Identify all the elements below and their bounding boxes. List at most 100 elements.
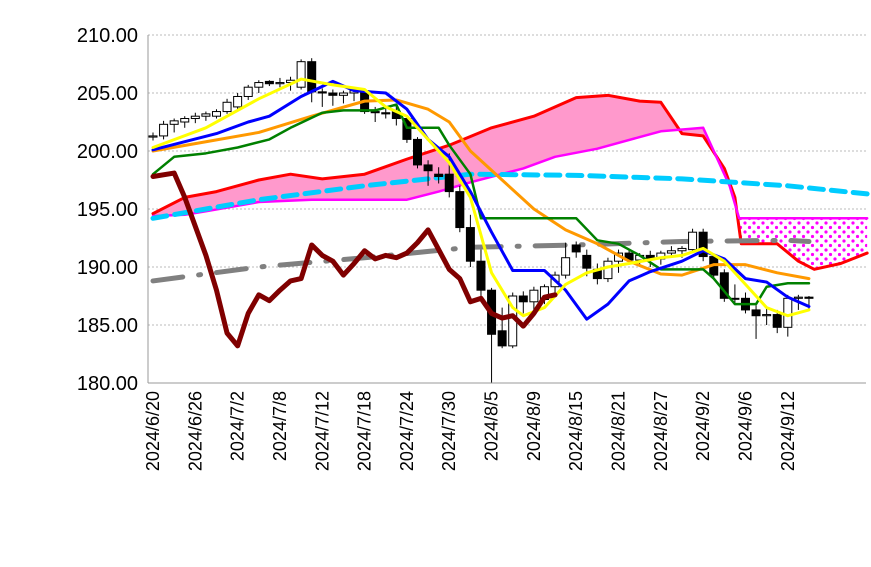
candle bbox=[381, 108, 391, 119]
y-tick-label: 190.00 bbox=[77, 257, 138, 279]
candle bbox=[413, 137, 422, 169]
y-tick-label: 185.00 bbox=[77, 315, 138, 337]
candle bbox=[169, 118, 179, 133]
tenkan-line bbox=[151, 77, 811, 318]
x-tick-label: 2024/9/2 bbox=[693, 391, 713, 461]
long-ma-line bbox=[150, 171, 870, 221]
x-tick-label: 2024/8/15 bbox=[566, 391, 586, 471]
candle-body bbox=[603, 260, 613, 280]
lines-back bbox=[150, 93, 870, 284]
candle bbox=[762, 308, 772, 325]
x-tick-label: 2024/7/8 bbox=[270, 391, 290, 461]
candle bbox=[201, 111, 211, 121]
candle-body bbox=[762, 314, 772, 317]
candle bbox=[338, 90, 348, 104]
x-tick-label: 2024/8/5 bbox=[482, 391, 502, 461]
candle bbox=[529, 286, 539, 310]
candle bbox=[190, 112, 200, 124]
candle bbox=[476, 249, 486, 296]
candle bbox=[434, 167, 444, 184]
candle bbox=[571, 241, 581, 258]
candle-body bbox=[561, 257, 571, 276]
candle bbox=[328, 89, 338, 106]
candle bbox=[772, 309, 782, 334]
candle bbox=[698, 228, 708, 262]
candle bbox=[455, 185, 465, 233]
y-tick-label: 195.00 bbox=[77, 199, 138, 221]
x-tick-label: 2024/7/24 bbox=[397, 391, 417, 471]
candle-body bbox=[688, 231, 698, 251]
x-tick-label: 2024/7/18 bbox=[355, 391, 375, 471]
candle bbox=[254, 80, 264, 93]
candle-body bbox=[159, 123, 169, 137]
candle-body bbox=[582, 254, 592, 269]
candle-body bbox=[190, 115, 200, 120]
candle-body bbox=[243, 86, 253, 97]
candle-body bbox=[772, 314, 782, 328]
x-tick-label: 2024/7/2 bbox=[228, 391, 248, 461]
candle-body bbox=[476, 260, 486, 291]
candle bbox=[518, 291, 528, 314]
candle bbox=[233, 93, 243, 111]
candle-body bbox=[254, 82, 264, 88]
candle-body bbox=[571, 244, 581, 253]
candle bbox=[211, 109, 221, 119]
candle bbox=[243, 84, 253, 100]
candle bbox=[465, 214, 475, 267]
candle-body bbox=[751, 309, 761, 317]
candle-body bbox=[666, 250, 676, 254]
candle bbox=[275, 77, 285, 88]
candle-body bbox=[317, 91, 327, 94]
x-tick-label: 2024/9/6 bbox=[735, 391, 755, 461]
candle bbox=[180, 116, 190, 128]
candle-body bbox=[264, 80, 274, 85]
y-tick-label: 210.00 bbox=[77, 25, 138, 47]
candle-body bbox=[529, 289, 539, 303]
x-tick-label: 2024/8/27 bbox=[651, 391, 671, 471]
candle bbox=[561, 242, 571, 279]
candle-body bbox=[497, 330, 507, 347]
candle-body bbox=[296, 61, 306, 88]
span-a-line bbox=[151, 93, 869, 271]
candle-body bbox=[455, 191, 465, 229]
x-tick-label: 2024/6/20 bbox=[143, 391, 163, 471]
x-tick-label: 2024/8/9 bbox=[524, 391, 544, 461]
candle-body bbox=[434, 173, 444, 178]
candle-body bbox=[793, 296, 803, 299]
candle bbox=[423, 160, 433, 186]
candle bbox=[317, 88, 327, 107]
candle-body bbox=[423, 164, 433, 172]
x-tick-label: 2024/7/12 bbox=[312, 391, 332, 471]
candle bbox=[148, 132, 158, 141]
candle-body bbox=[698, 231, 708, 258]
candle-body bbox=[307, 61, 317, 93]
candle bbox=[751, 305, 761, 339]
candle-body bbox=[328, 92, 338, 96]
candle-body bbox=[518, 295, 528, 303]
candle-body bbox=[275, 82, 285, 85]
candle-body bbox=[338, 92, 348, 96]
candle bbox=[497, 307, 507, 349]
candle bbox=[487, 287, 497, 383]
lines-front bbox=[150, 77, 811, 349]
candle-body bbox=[804, 296, 814, 299]
kijun-line bbox=[151, 103, 811, 306]
candle-body bbox=[222, 101, 232, 113]
candlesticks bbox=[148, 58, 814, 383]
x-tick-label: 2024/6/26 bbox=[185, 391, 205, 471]
candle bbox=[688, 228, 698, 254]
candle-body bbox=[233, 95, 243, 108]
candle-body bbox=[148, 135, 158, 138]
candle-body bbox=[169, 120, 179, 125]
y-tick-label: 180.00 bbox=[77, 373, 138, 395]
candle bbox=[603, 257, 613, 283]
candle-body bbox=[783, 297, 793, 328]
span-b-line bbox=[151, 126, 869, 220]
axes: 210.00 205.00 200.00 195.00 190.00 185.00 180.… bbox=[77, 25, 866, 471]
chikou-line bbox=[150, 170, 558, 349]
candle bbox=[719, 269, 729, 302]
candle bbox=[222, 98, 232, 114]
x-tick-label: 2024/9/12 bbox=[778, 391, 798, 471]
y-tick-label: 200.00 bbox=[77, 141, 138, 163]
